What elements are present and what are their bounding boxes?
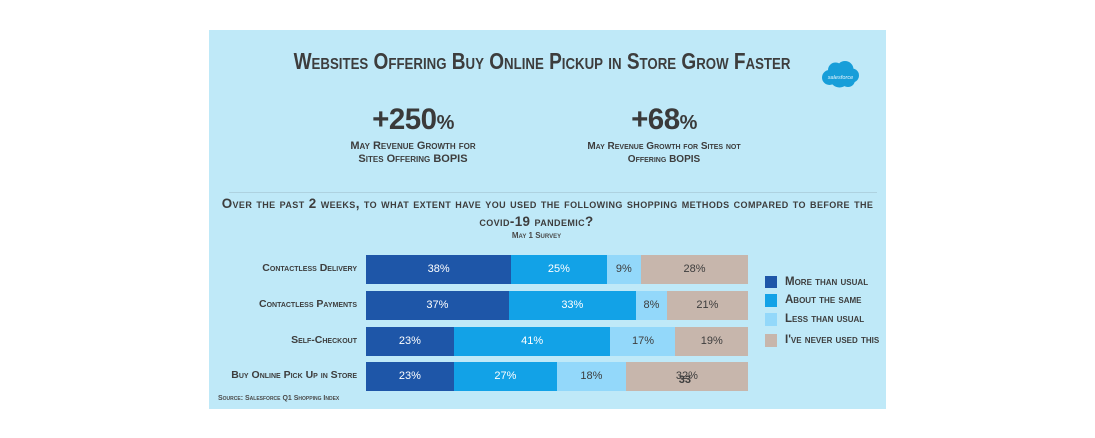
svg-text:salesforce: salesforce xyxy=(828,75,854,81)
